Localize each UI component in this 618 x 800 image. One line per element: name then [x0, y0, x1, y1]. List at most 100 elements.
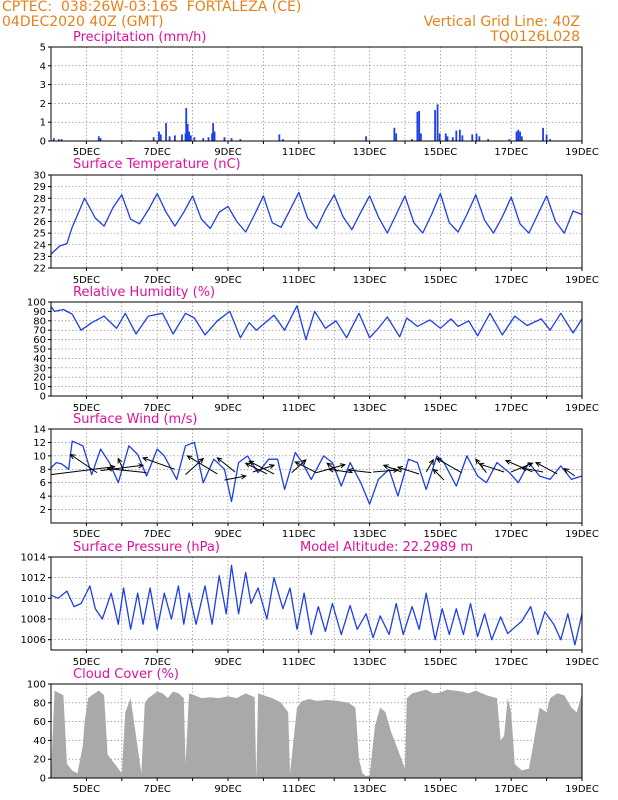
x-tick-label: 17DEC [494, 403, 528, 414]
panel-title: Surface Wind (m/s) [73, 412, 197, 427]
wind-vector-head [534, 462, 541, 467]
y-tick-label: 5 [40, 43, 46, 54]
wind-vector-head [240, 474, 247, 480]
y-tick-label: 10 [33, 382, 46, 393]
wind-vector-head [527, 462, 534, 468]
panel-4 [48, 428, 583, 526]
precip-bar [395, 133, 398, 141]
y-tick-label: 3 [40, 80, 46, 91]
precip-bar [202, 138, 205, 141]
x-tick-label: 5DEC [73, 784, 100, 795]
y-tick-label: 29 [33, 182, 46, 193]
x-tick-label: 15DEC [424, 275, 458, 286]
wind-vector-head [435, 457, 442, 463]
wind-vector-head [198, 457, 205, 464]
x-tick-label: 15DEC [424, 147, 458, 158]
x-tick-label: 17DEC [494, 147, 528, 158]
panel-title: Surface Temperature (nC) [73, 157, 241, 172]
y-tick-label: 0 [40, 137, 46, 148]
series-line [50, 191, 583, 255]
y-tick-label: 6 [40, 478, 46, 489]
wind-vector [432, 468, 445, 481]
precip-bar [416, 111, 419, 141]
x-tick-label: 19DEC [565, 529, 599, 540]
precip-bar [393, 127, 396, 141]
wind-vector [50, 466, 115, 476]
wind-vector-head [347, 467, 354, 474]
x-tick-label: 13DEC [353, 147, 387, 158]
wind-vector [564, 468, 576, 477]
wind-vector [479, 463, 505, 473]
panel-6 [48, 683, 583, 781]
wind-vector-head [326, 462, 333, 468]
y-tick-label: 90 [33, 307, 46, 318]
wind-vector-head [432, 468, 439, 475]
precip-bar [446, 136, 449, 141]
x-tick-label: 13DEC [353, 275, 387, 286]
precip-bar [239, 139, 242, 141]
precip-bar [517, 129, 520, 141]
wind-vector [383, 464, 402, 473]
panel-frame [50, 174, 583, 269]
y-tick-label: 80 [33, 698, 46, 709]
x-tick-label: 9DEC [214, 784, 241, 795]
wind-vector-head [141, 456, 149, 462]
panel-frame [50, 301, 583, 397]
precip-bar [438, 133, 441, 141]
x-tick-label: 15DEC [424, 784, 458, 795]
y-tick-label: 30 [33, 171, 46, 182]
y-tick-label: 2 [40, 505, 46, 516]
x-tick-label: 7DEC [144, 147, 171, 158]
x-tick-label: 15DEC [424, 657, 458, 668]
y-tick-label: 24 [33, 240, 46, 251]
x-tick-label: 9DEC [214, 147, 241, 158]
precip-bar [444, 133, 447, 141]
wind-vector-head [300, 459, 307, 465]
precip-bar [168, 136, 171, 141]
wind-vector [291, 459, 307, 474]
precip-bar [475, 133, 478, 141]
y-tick-label: 40 [33, 354, 46, 365]
wind-vector-head [428, 458, 434, 465]
wind-vector-head [520, 466, 527, 472]
panel-title: Precipitation (mm/h) [73, 30, 206, 45]
x-tick-label: 19DEC [565, 403, 599, 414]
wind-vector [117, 458, 125, 471]
station-header: CPTEC: 038:26W-03:16S FORTALEZA (CE) [2, 0, 302, 15]
precip-bar [508, 139, 511, 141]
precip-bar [223, 137, 226, 141]
y-tick-label: 4 [40, 61, 46, 72]
panel-title: Cloud Cover (%) [73, 667, 179, 682]
series-line [50, 305, 583, 341]
x-tick-label: 5DEC [73, 657, 100, 668]
precip-bar [193, 137, 196, 141]
precip-bar [487, 139, 490, 141]
x-tick-label: 17DEC [494, 275, 528, 286]
panel-frame [50, 428, 583, 524]
x-tick-label: 7DEC [144, 529, 171, 540]
y-tick-label: 1006 [21, 635, 46, 646]
wind-vector-head [396, 466, 403, 472]
precip-bar [188, 131, 190, 141]
panel-frame [50, 556, 583, 651]
panel-5 [48, 556, 583, 653]
run-date: 04DEC2020 40Z (GMT) [2, 14, 164, 30]
y-tick-label: 26 [33, 217, 46, 228]
precip-bar [471, 134, 474, 141]
x-tick-label: 5DEC [73, 403, 100, 414]
precip-bar [97, 136, 100, 141]
x-tick-label: 13DEC [353, 784, 387, 795]
panel-title: Surface Pressure (hPa) [73, 540, 220, 555]
wind-vector-head [117, 457, 123, 464]
x-tick-label: 11DEC [282, 784, 316, 795]
precip-bar [211, 133, 213, 141]
y-tick-label: 14 [33, 425, 46, 436]
wind-vector-head [69, 453, 76, 460]
precip-bar [519, 131, 521, 141]
x-tick-label: 9DEC [214, 403, 241, 414]
wind-vector [187, 455, 218, 475]
panel-title: Relative Humidity (%) [73, 285, 215, 300]
y-tick-label: 4 [40, 492, 46, 503]
precip-bar [57, 139, 60, 141]
